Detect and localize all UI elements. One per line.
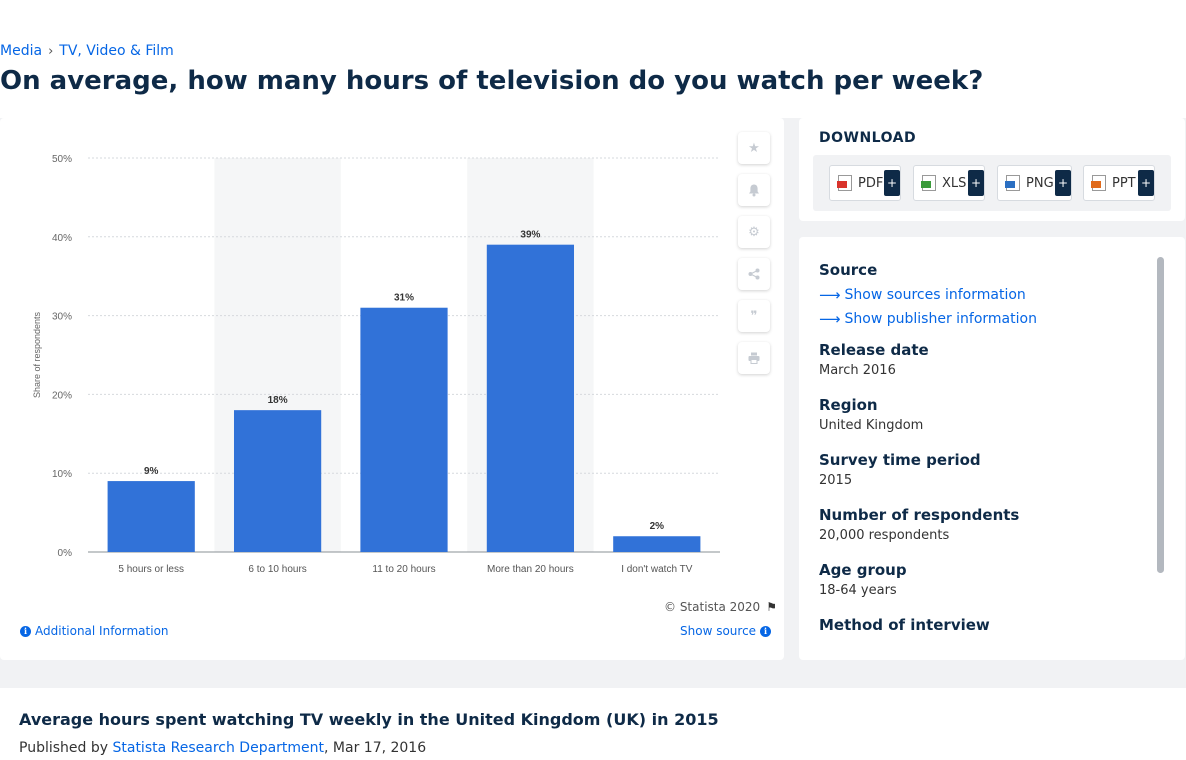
chart-panel: 0% 10% 20% 30% 40% 50% Share of respondents 9% 5… <box>0 118 784 660</box>
details-list: Source ⟶ Show sources information ⟶ Show… <box>819 261 1149 660</box>
download-pdf-button[interactable]: PDF + <box>829 165 901 201</box>
published-date: , Mar 17, 2016 <box>324 740 427 756</box>
plus-icon: + <box>1055 170 1071 196</box>
published-by: Published by Statista Research Departmen… <box>19 740 426 756</box>
breadcrumb-media-link[interactable]: Media <box>0 43 43 59</box>
field-value: 2015 <box>819 473 853 488</box>
download-buttons: PDF + XLS + PNG + PPT + <box>813 155 1171 211</box>
chart-toolbar: ★ ⚙ ❞ <box>738 132 770 374</box>
download-png-label: PNG <box>1026 175 1054 191</box>
bar <box>613 536 701 552</box>
download-pdf-label: PDF <box>858 175 884 191</box>
y-axis-label: Share of respondents <box>32 311 42 398</box>
show-publisher-label: Show publisher information <box>844 311 1037 327</box>
bell-icon[interactable] <box>738 174 770 206</box>
survey-period-field: Survey time period 2015 <box>819 451 1149 506</box>
gear-icon[interactable]: ⚙ <box>738 216 770 248</box>
additional-information-label: Additional Information <box>35 624 169 638</box>
field-value: 18-64 years <box>819 583 897 598</box>
data-label: 39% <box>520 230 540 241</box>
field-label: Number of respondents <box>819 506 1020 524</box>
breadcrumb-separator: › <box>48 43 54 59</box>
y-tick-label: 50% <box>52 154 72 165</box>
info-icon: i <box>20 625 31 637</box>
statistic-details-panel: Source ⟶ Show sources information ⟶ Show… <box>799 237 1185 660</box>
quote-icon[interactable]: ❞ <box>738 300 770 332</box>
arrow-right-icon: ⟶ <box>819 310 841 328</box>
copyright-text: © Statista 2020 <box>664 600 761 614</box>
data-label: 2% <box>650 521 665 532</box>
field-label: Age group <box>819 561 907 579</box>
publisher-link[interactable]: Statista Research Department <box>112 740 325 756</box>
interview-method-field: Method of interview <box>819 616 1149 660</box>
age-group-field: Age group 18-64 years <box>819 561 1149 616</box>
field-value: March 2016 <box>819 363 896 378</box>
bar <box>233 410 322 552</box>
pdf-file-icon <box>837 175 852 191</box>
statistic-description: Average hours spent watching TV weekly i… <box>0 688 1186 760</box>
respondents-field: Number of respondents 20,000 respondents <box>819 506 1149 561</box>
download-ppt-label: PPT <box>1112 175 1136 191</box>
download-panel: DOWNLOAD PDF + XLS + PNG + PPT + <box>799 118 1185 221</box>
plus-icon: + <box>884 170 900 196</box>
show-source-label: Show source <box>680 624 757 638</box>
page-title: On average, how many hours of television… <box>0 66 984 96</box>
breadcrumb-tv-link[interactable]: TV, Video & Film <box>59 43 174 59</box>
copyright: © Statista 2020 ⚑ <box>664 600 777 614</box>
x-tick-label: More than 20 hours <box>487 564 574 575</box>
field-label: Region <box>819 396 878 414</box>
download-xls-label: XLS <box>942 175 967 191</box>
download-png-button[interactable]: PNG + <box>997 165 1072 201</box>
release-date-field: Release date March 2016 <box>819 341 1149 396</box>
header-band <box>0 0 1186 118</box>
show-source-link[interactable]: Show source i <box>680 624 772 638</box>
y-tick-label: 20% <box>52 390 72 401</box>
y-tick-label: 40% <box>52 233 72 244</box>
x-tick-label: I don't watch TV <box>621 564 693 575</box>
y-tick-label: 30% <box>52 312 72 323</box>
x-tick-label: 6 to 10 hours <box>248 564 306 575</box>
data-label: 31% <box>394 293 414 304</box>
bar <box>107 481 195 552</box>
statistic-title: Average hours spent watching TV weekly i… <box>19 710 719 729</box>
download-title: DOWNLOAD <box>819 130 917 146</box>
show-sources-link[interactable]: ⟶ Show sources information <box>819 283 1149 307</box>
data-label: 9% <box>144 466 159 477</box>
field-value: United Kingdom <box>819 418 924 433</box>
info-icon: i <box>760 625 772 637</box>
field-label: Method of interview <box>819 616 990 634</box>
print-icon[interactable] <box>738 342 770 374</box>
xls-file-icon <box>921 175 936 191</box>
download-xls-button[interactable]: XLS + <box>913 165 985 201</box>
additional-information-link[interactable]: i Additional Information <box>20 624 169 638</box>
y-tick-label: 10% <box>52 469 72 480</box>
bar-chart: 0% 10% 20% 30% 40% 50% Share of respondents 9% 5… <box>32 154 720 575</box>
bar <box>486 244 575 552</box>
plus-icon: + <box>1138 170 1154 196</box>
download-ppt-button[interactable]: PPT + <box>1083 165 1155 201</box>
field-label: Release date <box>819 341 929 359</box>
ppt-file-icon <box>1091 175 1106 191</box>
published-prefix: Published by <box>19 740 109 756</box>
region-field: Region United Kingdom <box>819 396 1149 451</box>
flag-icon[interactable]: ⚑ <box>766 600 777 614</box>
y-tick-label: 0% <box>58 548 73 559</box>
field-value: 20,000 respondents <box>819 528 950 543</box>
field-label: Survey time period <box>819 451 981 469</box>
bar <box>360 307 448 552</box>
source-heading: Source <box>819 261 878 279</box>
share-icon[interactable] <box>738 258 770 290</box>
png-file-icon <box>1005 175 1020 191</box>
show-sources-label: Show sources information <box>844 287 1026 303</box>
show-publisher-link[interactable]: ⟶ Show publisher information <box>819 307 1149 331</box>
data-label: 18% <box>268 395 288 406</box>
star-icon[interactable]: ★ <box>738 132 770 164</box>
x-tick-label: 11 to 20 hours <box>372 564 435 575</box>
arrow-right-icon: ⟶ <box>819 286 841 304</box>
plus-icon: + <box>968 170 984 196</box>
breadcrumb: Media › TV, Video & Film <box>0 43 174 59</box>
x-tick-label: 5 hours or less <box>118 564 184 575</box>
scrollbar-thumb[interactable] <box>1157 257 1164 573</box>
